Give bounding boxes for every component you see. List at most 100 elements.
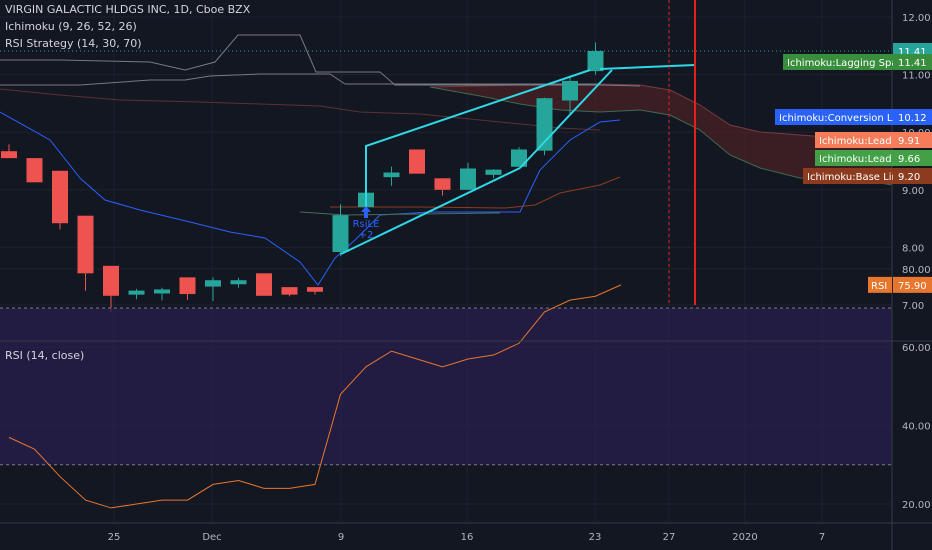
ichimoku-legend[interactable]: Ichimoku (9, 26, 52, 26): [5, 20, 137, 33]
lagging-span-lower: [0, 73, 600, 86]
ichimoku-tag-value: 11.41: [898, 58, 927, 69]
wedge-pattern: [340, 64, 696, 255]
last-price-value: 11.41: [898, 47, 927, 58]
cloud-area: [430, 84, 892, 185]
signal-qty: +2: [359, 230, 374, 241]
conversion-line: [0, 111, 621, 286]
candle: [281, 287, 298, 297]
time-tick-label: 9: [338, 532, 344, 543]
ichimoku-tag-value-box: [893, 132, 932, 148]
candle-body: [77, 215, 94, 274]
wedge-breakout-line: [519, 69, 613, 169]
candle: [128, 288, 145, 300]
candle-body: [434, 178, 451, 190]
price-tick-label: 7.00: [902, 301, 924, 312]
candle-body: [281, 287, 298, 295]
candle: [52, 170, 68, 230]
ichimoku-tag-label: Ichimoku:Conversion Line: [779, 113, 908, 124]
time-tick-label: 27: [663, 532, 676, 543]
price-tick-label: 11.00: [902, 71, 931, 82]
ichimoku-tag-value-box: [893, 150, 932, 166]
candle-body: [103, 265, 119, 296]
ichimoku-tag-value-box: [893, 168, 932, 184]
rsi-tag-label-box: [868, 276, 892, 293]
time-tick-label: 25: [108, 532, 121, 543]
ichimoku-tag-value: 9.66: [898, 154, 920, 165]
price-tick-label: 12.00: [902, 13, 931, 24]
base-line: [330, 176, 621, 209]
ichimoku-tag-label-box: [815, 132, 893, 148]
price-tick-label: 8.00: [902, 243, 924, 254]
price-tick-label: 9.00: [902, 186, 924, 197]
candle-body: [409, 149, 425, 174]
rsi-entry-signal: RsiLE+2: [353, 206, 380, 241]
signal-label: RsiLE: [353, 219, 380, 230]
candle-body: [383, 172, 400, 178]
candle-body: [307, 287, 323, 292]
candle: [103, 265, 119, 312]
lagging-span-upper: [0, 34, 641, 87]
vertical-markers: [668, 0, 696, 305]
rsi-band: [0, 308, 892, 465]
rsi-tag-label: RSI: [871, 281, 887, 292]
candle-body: [256, 273, 272, 296]
long-entry-arrow-icon: [361, 206, 371, 218]
candle-body: [1, 151, 17, 159]
symbol-title: VIRGIN GALACTIC HLDGS INC, 1D, Cboe BZX: [5, 3, 251, 16]
rsi-panel-title[interactable]: RSI (14, close): [5, 349, 85, 362]
candle: [383, 166, 400, 186]
time-tick-label: Dec: [202, 532, 221, 543]
ichimoku-tag-label-box: [775, 109, 893, 125]
rsi-panel: [0, 284, 892, 509]
ichimoku-tag-value: 9.20: [898, 172, 920, 183]
ichimoku-lines: [0, 34, 641, 286]
candle: [307, 287, 323, 295]
time-tick-label: 23: [589, 532, 602, 543]
candle: [587, 42, 604, 75]
candle-body: [205, 280, 221, 287]
candle-body: [587, 50, 604, 72]
candle: [230, 277, 247, 288]
ichimoku-tag-value: 9.91: [898, 136, 920, 147]
rsi-tick-label: 60.00: [902, 343, 931, 354]
candle: [460, 162, 476, 190]
candle: [205, 277, 221, 301]
ichimoku-tag-label-box: [803, 168, 893, 184]
rsi-tag-value-box: [893, 276, 932, 293]
candle: [26, 158, 43, 183]
rsi-strategy-legend[interactable]: RSI Strategy (14, 30, 70): [5, 37, 142, 50]
cloud-outline-lower: [0, 88, 601, 131]
time-tick-label: 7: [819, 532, 825, 543]
candle: [256, 273, 272, 296]
rsi-tick-label: 40.00: [902, 422, 931, 433]
ichimoku-tag-label: Ichimoku:Base Line: [807, 172, 904, 183]
ichimoku-tag-label-box: [815, 150, 893, 166]
rsi-tag-value: 75.90: [898, 281, 927, 292]
candle: [562, 76, 578, 115]
candle-body: [154, 289, 170, 294]
ichimoku-tag-label: Ichimoku:Lagging Span: [787, 58, 904, 69]
candle-body: [485, 169, 502, 175]
candle: [77, 215, 94, 291]
candle-body: [332, 215, 349, 253]
ichimoku-tag-label: Ichimoku:Lead 2: [819, 136, 901, 147]
candle: [1, 144, 17, 159]
ichimoku-tag-value-box: [893, 54, 932, 70]
candles: [1, 42, 604, 312]
rsi-line: [8, 284, 622, 509]
candle: [485, 169, 502, 179]
time-tick-label: 16: [461, 532, 474, 543]
ichimoku-tag-value: 10.12: [898, 113, 927, 124]
candle-body: [511, 149, 527, 167]
wedge-lower-line: [340, 167, 521, 255]
candle-body: [179, 277, 196, 295]
wedge-upper-line: [365, 69, 591, 208]
wedge-top-line: [599, 64, 696, 70]
candle-body: [26, 158, 43, 183]
candle-body: [128, 290, 145, 295]
ichimoku-tag-value-box: [893, 109, 932, 125]
candle: [409, 149, 425, 174]
